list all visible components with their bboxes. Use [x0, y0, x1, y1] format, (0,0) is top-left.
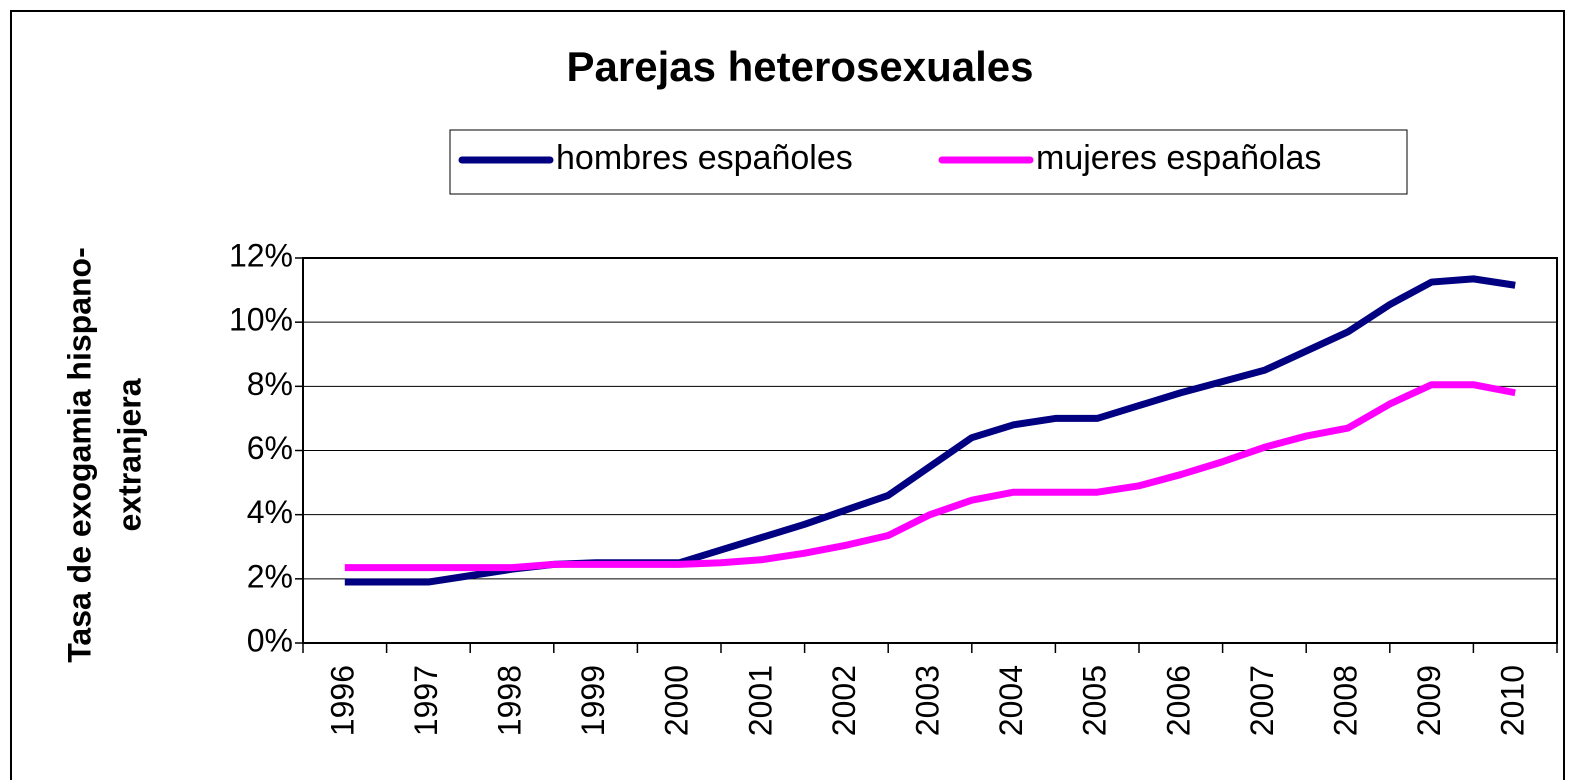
- y-tick-label: 6%: [247, 430, 293, 466]
- x-tick-label: 1997: [408, 665, 444, 736]
- x-tick-label: 2007: [1244, 665, 1280, 736]
- x-tick-label: 2005: [1077, 665, 1113, 736]
- y-tick-label: 2%: [247, 558, 293, 594]
- y-tick-label: 4%: [247, 494, 293, 530]
- series-line: [344, 381, 1516, 572]
- x-tick-label: 1996: [324, 665, 360, 736]
- y-tick-label: 8%: [247, 366, 293, 402]
- x-tick-label: 2004: [993, 665, 1029, 736]
- x-tick-label: 1999: [575, 665, 611, 736]
- x-tick-label: 2003: [909, 665, 945, 736]
- legend-box: [449, 129, 1408, 195]
- x-tick-label: 2001: [742, 665, 778, 736]
- chart-border: [10, 10, 1565, 780]
- y-tick-label: 0%: [247, 622, 293, 658]
- x-tick-label: 2002: [826, 665, 862, 736]
- x-tick-label: 2008: [1327, 665, 1363, 736]
- y-axis-title: Tasa de exogamia hispano- extranjera: [61, 247, 147, 663]
- x-tick-label: 2009: [1411, 665, 1447, 736]
- legend-label: mujeres españolas: [1036, 139, 1321, 177]
- y-axis-title-line: Tasa de exogamia hispano-: [61, 247, 97, 663]
- legend-label: hombres españoles: [556, 139, 853, 177]
- chart-title: Parejas heterosexuales: [567, 43, 1034, 90]
- x-tick-label: 2010: [1495, 665, 1531, 736]
- x-tick-label: 1998: [491, 665, 527, 736]
- y-tick-label: 12%: [229, 237, 293, 273]
- x-tick-label: 2000: [659, 665, 695, 736]
- x-tick-label: 2006: [1160, 665, 1196, 736]
- y-axis-title-line: extranjera: [111, 378, 147, 531]
- y-tick-label: 10%: [229, 302, 293, 338]
- plot-area: [302, 257, 1558, 644]
